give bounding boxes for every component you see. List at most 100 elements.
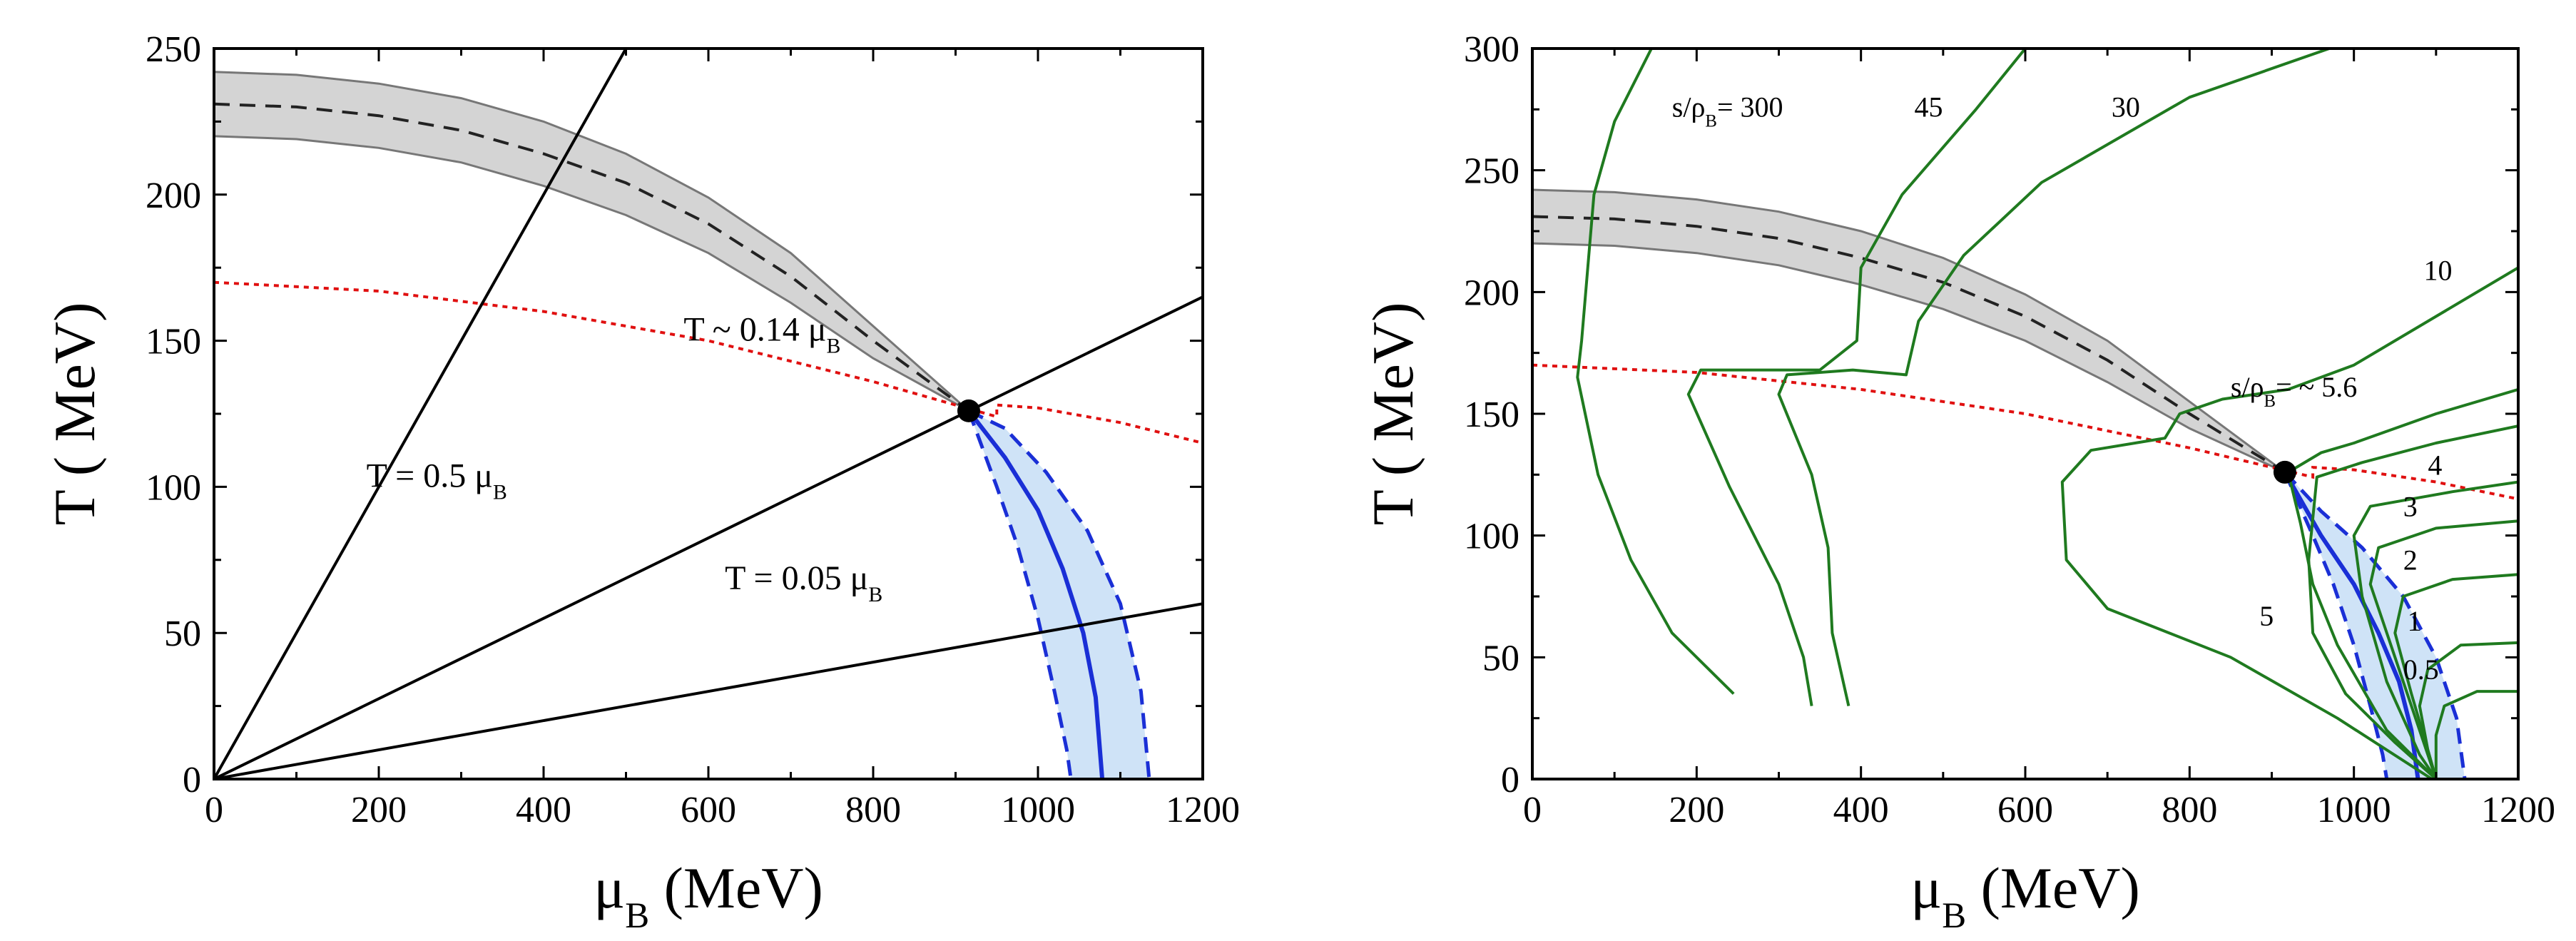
red-dotted-curve — [214, 280, 1203, 444]
plot-area-2 — [1532, 49, 2518, 779]
isentrope-label-3-part-0: 30 — [2112, 91, 2140, 123]
chart-panel-1: T = 0.5 μBT ~ 0.14 μBT = 0.05 μB0 200 400 6… — [42, 29, 1240, 935]
y-tick-label-150: 150 — [146, 322, 201, 362]
x-tick-label-0: 0 — [1523, 790, 1542, 830]
isentrope-label-3: 30 — [2112, 91, 2140, 123]
isentrope-label-8: 2 — [2403, 544, 2418, 576]
isentrope-label-9: 5 — [2259, 600, 2274, 632]
crossover-band — [1532, 190, 2285, 472]
critical-point — [957, 399, 980, 422]
y-tick-label-150: 150 — [1464, 395, 1519, 435]
band-center-dashed — [1532, 215, 2286, 474]
y-tick-label-250: 250 — [146, 29, 201, 70]
x-tick-label-600: 600 — [681, 790, 736, 830]
isentrope-label-7-part-0: 3 — [2403, 490, 2418, 522]
x-tick-label-400: 400 — [516, 790, 571, 830]
spinodal-left — [2283, 471, 2389, 779]
isentrope-30 — [1777, 49, 2330, 707]
y-tick-label-250: 250 — [1464, 151, 1519, 192]
x-tick-label-600: 600 — [1997, 790, 2053, 830]
x-axis-title-part-2: (MeV) — [649, 855, 823, 920]
first-order-line — [2283, 471, 2420, 779]
y-axis-title: T ( MeV) — [42, 302, 107, 526]
isentrope-10 — [2060, 266, 2518, 779]
line-label-2-part-1: B — [827, 334, 841, 357]
isentrope-label-1-part-1: B — [1705, 111, 1717, 131]
line-label-1: T = 0.5 μB — [367, 457, 507, 504]
isentrope-label-10: 1 — [2408, 605, 2422, 637]
plot-area-1 — [214, 49, 1203, 779]
x-axis-title-part-0: μ — [594, 855, 625, 920]
x-tick-label-0: 0 — [205, 790, 223, 830]
isentrope-label-2: 45 — [1915, 91, 1943, 123]
crossover-band — [214, 71, 969, 411]
x-axis-title: μB (MeV) — [1910, 855, 2140, 935]
band-lower-edge — [214, 135, 969, 412]
isentrope-label-5-part-0: s/ρ — [2231, 371, 2264, 403]
line-label-3-part-0: T = 0.05 μ — [725, 559, 868, 597]
isentrope-label-6: 4 — [2428, 449, 2442, 481]
x-tick-label-1000: 1000 — [1001, 790, 1075, 830]
isentrope-label-10-part-0: 1 — [2408, 605, 2422, 637]
x-axis-title-part-2: (MeV) — [1966, 855, 2140, 920]
isentrope-45 — [1686, 49, 2027, 706]
isentrope-label-5: s/ρB= ~ 5.6 — [2231, 371, 2357, 411]
line-label-2-part-0: T ~ 0.14 μ — [683, 311, 826, 349]
isentrope-label-9-part-0: 5 — [2259, 600, 2274, 632]
first-order-line — [967, 410, 1105, 779]
line-label-2: T ~ 0.14 μB — [683, 311, 840, 358]
red-dotted-curve — [1532, 363, 2518, 501]
y-tick-label-200: 200 — [1464, 273, 1519, 313]
spinodal-left — [967, 410, 1073, 779]
isentrope-label-1-part-0: s/ρ — [1672, 91, 1706, 123]
critical-point — [2273, 460, 2296, 484]
line-label-1-part-1: B — [493, 480, 507, 504]
line-t-1 — [214, 49, 628, 779]
x-tick-label-200: 200 — [351, 790, 407, 830]
x-tick-label-200: 200 — [1669, 790, 1724, 830]
isentrope-label-2-part-0: 45 — [1915, 91, 1943, 123]
isentrope-label-4: 10 — [2424, 254, 2453, 286]
band-upper-edge — [1532, 188, 2286, 474]
isentrope-5 — [2307, 424, 2518, 779]
y-tick-label-50: 50 — [164, 614, 201, 654]
line-label-1-part-0: T = 0.5 μ — [367, 457, 493, 494]
isentrope-label-8-part-0: 2 — [2403, 544, 2418, 576]
x-tick-label-1200: 1200 — [1166, 790, 1240, 830]
band-lower-edge — [1532, 242, 2286, 474]
y-tick-label-100: 100 — [146, 467, 201, 508]
x-tick-label-1200: 1200 — [2481, 790, 2555, 830]
y-tick-label-300: 300 — [1464, 29, 1519, 70]
x-tick-label-800: 800 — [2162, 790, 2217, 830]
y-tick-label-50: 50 — [1482, 638, 1519, 678]
y-tick-label-100: 100 — [1464, 517, 1519, 557]
spinodal-right — [967, 409, 1151, 779]
isentrope-3 — [2368, 519, 2518, 779]
isentrope-label-1: s/ρB= 300 — [1672, 91, 1783, 131]
isentrope-label-6-part-0: 4 — [2428, 449, 2442, 481]
isentrope-label-5-part-1: B — [2264, 392, 2276, 411]
line-t-2 — [214, 295, 1203, 779]
x-axis-title: μB (MeV) — [594, 855, 823, 935]
band-upper-edge — [214, 71, 969, 412]
x-tick-label-800: 800 — [845, 790, 901, 830]
line-label-3: T = 0.05 μB — [725, 559, 882, 606]
y-tick-label-0: 0 — [1501, 760, 1519, 800]
x-axis-title-part-1: B — [625, 895, 649, 935]
isentrope-1 — [2418, 641, 2518, 779]
isentrope-label-1-part-2: = 300 — [1717, 91, 1783, 123]
isentrope-300 — [1576, 49, 1735, 695]
y-axis-title: T ( MeV) — [1360, 302, 1425, 526]
x-tick-label-400: 400 — [1833, 790, 1889, 830]
isentrope-label-5-part-2: = ~ 5.6 — [2276, 371, 2357, 403]
isentrope-4 — [2352, 480, 2518, 779]
line-label-3-part-1: B — [868, 582, 882, 606]
isentrope-label-11: 0.5 — [2403, 653, 2439, 686]
isentrope-0-5 — [2434, 690, 2518, 779]
line-t-3 — [214, 602, 1203, 779]
x-tick-label-1000: 1000 — [2317, 790, 2391, 830]
isentrope-label-4-part-0: 10 — [2424, 254, 2453, 286]
first-order-region — [969, 410, 1149, 779]
